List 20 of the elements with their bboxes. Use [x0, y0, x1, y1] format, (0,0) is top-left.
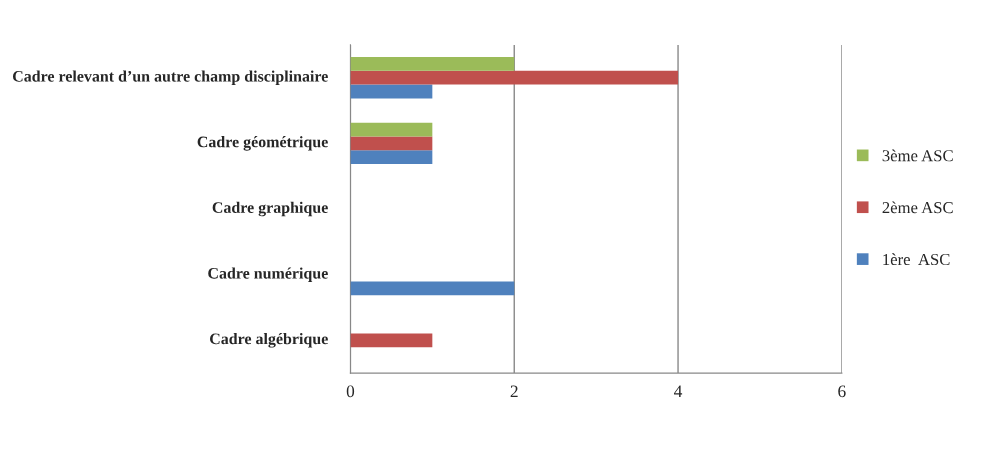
y-tick-label: Cadre numérique	[208, 267, 328, 282]
y-tick-label: Cadre relevant d’un autre champ disciplinaire	[12, 70, 328, 85]
bar	[350, 281, 515, 296]
legend-label: 3ème ASC	[882, 149, 953, 162]
bar	[350, 70, 679, 85]
bar	[350, 84, 433, 99]
x-tick-label: 4	[674, 385, 683, 397]
x-tick-label: 0	[346, 385, 355, 398]
bar	[350, 333, 433, 348]
legend-label: 2ème ASC	[882, 201, 953, 214]
bar	[350, 150, 433, 165]
y-tick-label: Cadre algébrique	[210, 332, 328, 348]
y-tick-label: Cadre graphique	[212, 201, 328, 217]
bar	[350, 136, 433, 151]
x-tick-label: 6	[838, 385, 846, 398]
x-tick-label: 2	[510, 385, 518, 397]
y-tick-label: Cadre géométrique	[197, 136, 328, 151]
bar	[350, 57, 515, 71]
legend-label: 1ère ASC	[883, 253, 950, 266]
bar	[350, 122, 433, 137]
